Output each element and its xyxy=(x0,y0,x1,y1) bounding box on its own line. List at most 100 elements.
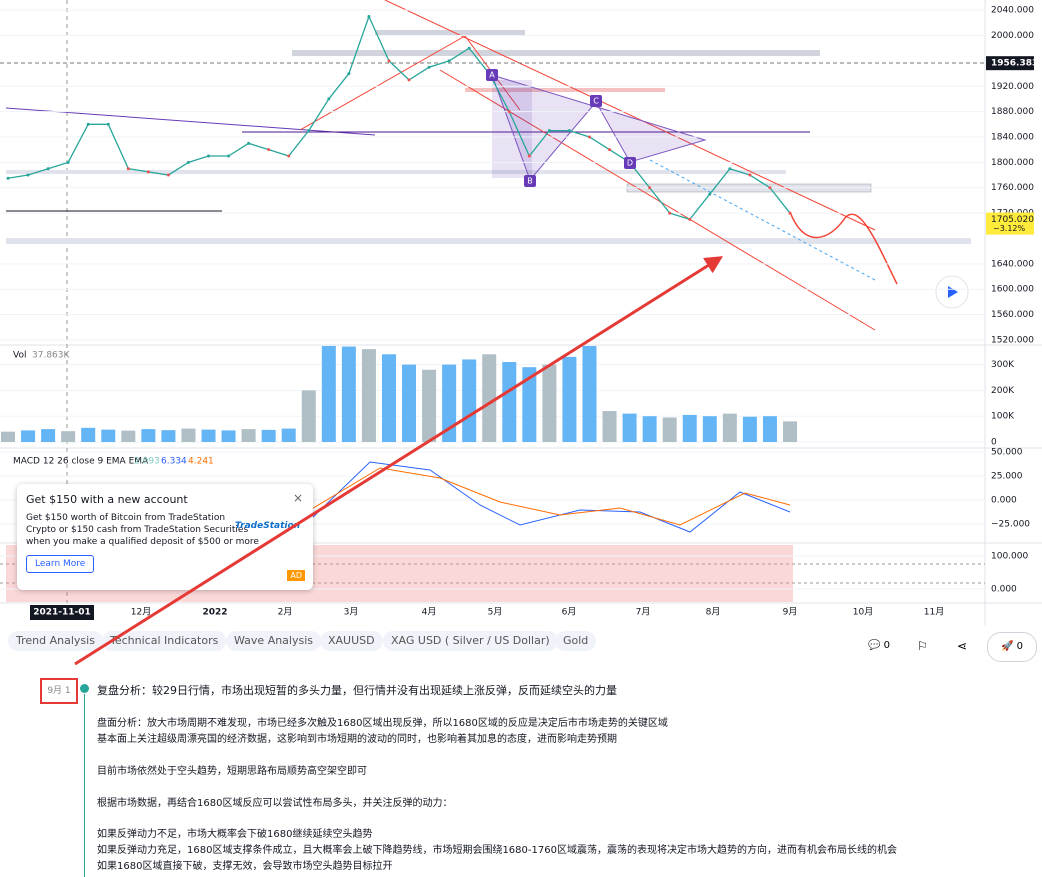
x-tick-label: 2021-11-01 xyxy=(33,608,91,618)
text-line: 如果反弹动力充足，1680区域支撑条件成立，且大概率会上破下降趋势线，市场短期会… xyxy=(97,845,897,856)
text-line: 基本面上关注超级周漂亮国的经济数据，这影响到市场短期的波动的同时，也影响着其加息… xyxy=(97,734,617,745)
ad-box: Get $150 with a new account × Get $150 w… xyxy=(17,484,313,590)
y-tick-label: 1520.000 xyxy=(991,335,1034,345)
tag[interactable]: XAUUSD xyxy=(320,631,383,651)
close-point xyxy=(166,173,170,177)
tag[interactable]: Wave Analysis xyxy=(226,631,322,651)
volume-bar xyxy=(361,349,376,442)
wave-label: A xyxy=(489,71,495,80)
x-tick-label: 3月 xyxy=(344,607,359,618)
ad-title: Get $150 with a new account xyxy=(26,493,188,506)
volume-bar xyxy=(702,416,717,442)
ad-body: Get $150 worth of Bitcoin from TradeStat… xyxy=(26,512,259,548)
x-tick-label: 8月 xyxy=(706,607,721,618)
volume-bar xyxy=(301,390,316,442)
last-price-bg xyxy=(986,212,1034,235)
tag[interactable]: XAG USD ( Silver / US Dollar) xyxy=(383,631,558,651)
close-point xyxy=(66,160,70,164)
volume-bar xyxy=(381,354,396,442)
ad-close[interactable]: × xyxy=(292,491,303,505)
tag[interactable]: Gold xyxy=(555,631,597,651)
volume-bar xyxy=(422,369,437,442)
volume-bar xyxy=(682,414,697,442)
volume-bar xyxy=(141,429,156,442)
wave-label-bg xyxy=(524,175,536,187)
close-point xyxy=(668,211,672,215)
volume-bar xyxy=(221,430,236,442)
y-tick-label: 1600.000 xyxy=(991,285,1034,295)
close-point xyxy=(307,129,311,133)
close-point xyxy=(748,173,752,177)
close-point xyxy=(447,59,451,63)
price-line xyxy=(7,14,791,221)
close-point xyxy=(267,148,271,152)
ad-line: Get $150 worth of Bitcoin from TradeStat… xyxy=(26,513,226,523)
macd-label: MACD 12 26 close 9 EMA EMA xyxy=(13,457,149,467)
volume-bar xyxy=(181,428,196,442)
tag[interactable]: Technical Indicators xyxy=(102,631,227,651)
flag-icon[interactable]: ⚐ xyxy=(917,639,928,653)
boost-button[interactable]: 🚀 0 xyxy=(987,632,1037,662)
timeline-dot xyxy=(80,684,89,693)
close-point xyxy=(347,72,351,76)
close-point xyxy=(467,46,471,50)
close-point xyxy=(587,135,591,139)
x-tick-label: 2022 xyxy=(202,608,227,618)
share-icon[interactable]: ⋖ xyxy=(957,639,968,653)
y-tick-label: 25.000 xyxy=(991,472,1023,482)
close-point xyxy=(146,170,150,174)
volume-bar xyxy=(742,416,757,442)
wave-label: D xyxy=(627,159,633,168)
volume-bar xyxy=(1,431,15,442)
volume-bar xyxy=(622,413,637,442)
volume-bar xyxy=(602,411,617,442)
y-tick-label: 1840.000 xyxy=(991,132,1034,142)
close-point xyxy=(788,211,792,215)
tag[interactable]: Trend Analysis xyxy=(8,631,103,651)
x-tick-label: 9月 xyxy=(783,607,798,618)
volume-bar xyxy=(783,421,797,442)
ad-button[interactable]: Learn More xyxy=(26,555,95,573)
close-point xyxy=(126,167,130,171)
y-tick-label: 50.000 xyxy=(991,448,1023,458)
ad-line: Crypto or $150 cash from TradeStation Se… xyxy=(26,525,249,535)
macd-value: 6.334 xyxy=(161,457,187,467)
volume-bar xyxy=(722,413,737,442)
vol-current: 37.863K xyxy=(32,351,70,361)
count: 0 xyxy=(1016,641,1023,652)
y-tick-label: 100K xyxy=(991,412,1015,422)
volume-bar xyxy=(201,429,216,442)
close-point xyxy=(527,154,531,158)
y-tick-label: 1800.000 xyxy=(991,158,1034,168)
x-tick-label: 10月 xyxy=(853,607,873,618)
volume-bar xyxy=(462,359,477,442)
close-point xyxy=(608,148,612,152)
volume-bar xyxy=(562,356,577,442)
volume-bar xyxy=(81,427,96,442)
close-point xyxy=(327,97,331,101)
close-point xyxy=(46,167,50,171)
update-date: 9月 1 xyxy=(40,678,78,704)
close-point xyxy=(708,192,712,196)
y-tick-label: 1560.000 xyxy=(991,310,1034,320)
volume-bar xyxy=(542,364,557,442)
volume-bar xyxy=(662,417,677,442)
count: 0 xyxy=(883,640,891,651)
y-tick-label: 1640.000 xyxy=(991,259,1034,269)
close-point xyxy=(387,59,391,63)
close-point xyxy=(106,122,110,126)
price-marker-bg xyxy=(986,56,1034,71)
close-point xyxy=(26,173,30,177)
wave-label: B xyxy=(527,177,533,186)
volume-bar xyxy=(41,429,56,442)
comment-count[interactable]: 💬 0 xyxy=(868,640,891,651)
volume-bar xyxy=(522,367,537,442)
volume-bar xyxy=(321,346,336,442)
y-tick-label: 0.000 xyxy=(991,496,1017,506)
text-line: 如果反弹动力不足，市场大概率会下破1680继续延续空头趋势 xyxy=(97,829,373,840)
volume-bar xyxy=(482,354,497,442)
close-point xyxy=(287,154,291,158)
volume-bar xyxy=(161,430,176,442)
x-tick-label: 6月 xyxy=(562,607,577,618)
close-point xyxy=(186,160,190,164)
